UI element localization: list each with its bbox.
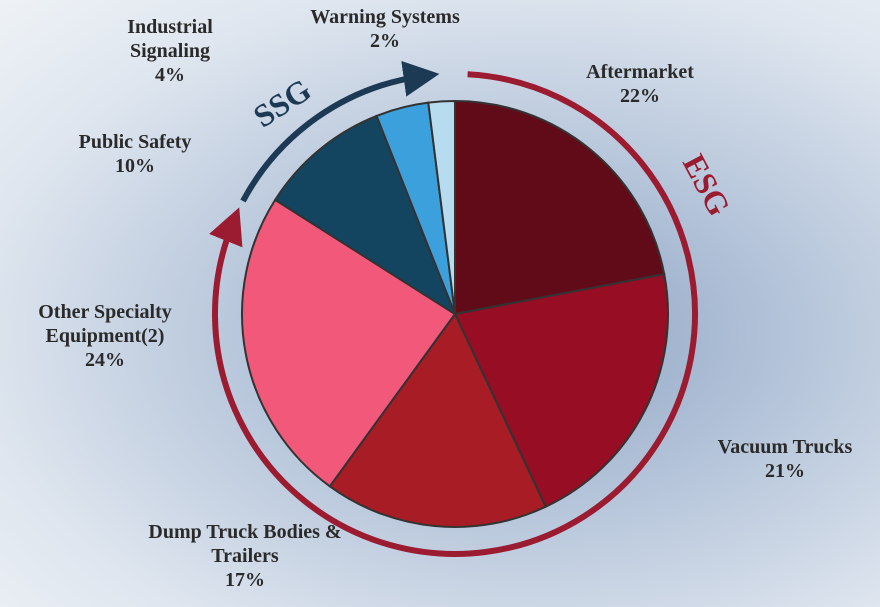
value-label: 4% <box>100 63 240 87</box>
category-name: Dump Truck Bodies & Trailers <box>130 520 360 568</box>
value-label: 22% <box>560 84 720 108</box>
page: SSG ESG Aftermarket22%Vacuum Trucks21%Du… <box>0 0 880 607</box>
category-name: Aftermarket <box>560 60 720 84</box>
value-label: 21% <box>680 459 880 483</box>
value-label: 10% <box>40 154 230 178</box>
value-label: 24% <box>0 348 210 372</box>
value-label: 17% <box>130 568 360 592</box>
esg-label: ESG <box>676 148 738 222</box>
category-name: Public Safety <box>40 130 230 154</box>
value-label: 2% <box>270 29 500 53</box>
category-name: Other Specialty Equipment(2) <box>0 300 210 348</box>
category-name: Industrial Signaling <box>100 15 240 63</box>
category-name: Vacuum Trucks <box>680 435 880 459</box>
category-name: Warning Systems <box>270 5 500 29</box>
pie <box>242 101 668 527</box>
slice-label: Other Specialty Equipment(2)24% <box>0 300 210 372</box>
